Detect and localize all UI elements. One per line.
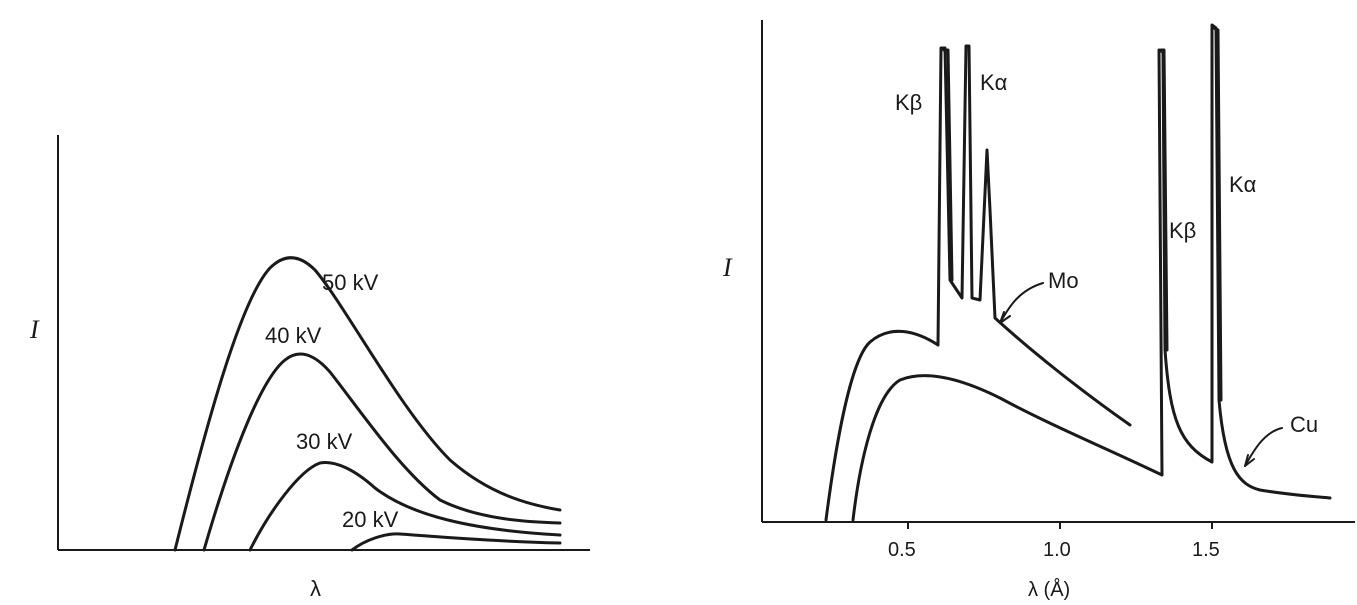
right-chart: I 0.5 1.0 1.5 λ (Å) Kβ Kα Kβ Kα Mo Cu	[722, 20, 1355, 601]
curve-40kv	[202, 352, 562, 552]
cu-ka-peak-edge	[1212, 26, 1223, 402]
label-cu-kb: Kβ	[1169, 218, 1196, 243]
tick-label-1-0: 1.0	[1043, 539, 1071, 561]
label-mo-kb: Kβ	[895, 90, 922, 115]
curve-30kv	[248, 460, 562, 552]
label-mo: Mo	[1048, 268, 1079, 293]
mo-kb-peak-edge	[942, 48, 954, 282]
right-y-label: I	[722, 253, 733, 282]
cu-kb-peak-edge	[1159, 48, 1169, 352]
left-chart: I λ 50 kV 40 kV 30 kV 20 kV	[29, 135, 590, 601]
tick-label-0-5: 0.5	[888, 539, 916, 561]
curve-cu	[851, 23, 1332, 522]
curve-mo	[824, 44, 1132, 522]
right-x-label: λ (Å)	[1028, 578, 1070, 601]
label-30kv: 30 kV	[296, 429, 353, 454]
curve-20kv	[350, 532, 562, 552]
cu-leader	[1244, 427, 1283, 467]
mo-leader	[999, 282, 1044, 324]
label-50kv: 50 kV	[322, 270, 379, 295]
label-20kv: 20 kV	[342, 507, 399, 532]
label-cu-ka: Kα	[1229, 172, 1257, 197]
mo-arrowhead	[999, 311, 1011, 324]
curve-50kv	[173, 256, 562, 552]
tick-label-1-5: 1.5	[1192, 539, 1220, 561]
label-mo-ka: Kα	[980, 70, 1008, 95]
left-y-label: I	[29, 315, 40, 344]
label-cu: Cu	[1290, 412, 1318, 437]
label-40kv: 40 kV	[265, 323, 322, 348]
left-x-label: λ	[310, 576, 321, 601]
cu-arrowhead	[1244, 454, 1255, 467]
